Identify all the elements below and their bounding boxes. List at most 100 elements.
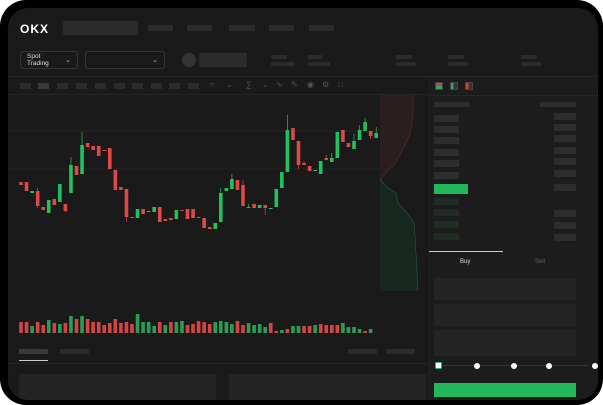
ask-price[interactable] bbox=[434, 115, 459, 122]
bid-price[interactable] bbox=[434, 221, 459, 228]
book-bids-icon[interactable] bbox=[450, 82, 458, 90]
ask-price[interactable] bbox=[434, 137, 459, 144]
nav-item[interactable] bbox=[269, 25, 294, 31]
ask-amount bbox=[554, 124, 576, 131]
nav-item[interactable] bbox=[309, 25, 334, 31]
bid-price[interactable] bbox=[434, 198, 459, 205]
interval-button[interactable] bbox=[57, 83, 68, 89]
candle-body bbox=[324, 158, 329, 160]
bid-amount bbox=[554, 210, 576, 217]
assets-panel bbox=[229, 374, 426, 400]
candle-body bbox=[102, 150, 107, 151]
candle-body bbox=[41, 207, 45, 210]
ask-price[interactable] bbox=[434, 149, 459, 156]
interval-button[interactable] bbox=[114, 83, 125, 89]
candle-body bbox=[213, 223, 218, 229]
ask-price[interactable] bbox=[434, 160, 459, 167]
book-asks-icon[interactable] bbox=[465, 82, 473, 90]
slider-handle[interactable] bbox=[435, 362, 442, 369]
nav-item[interactable] bbox=[187, 25, 212, 31]
slider-stop-50[interactable] bbox=[511, 363, 517, 369]
volume-bar bbox=[52, 323, 57, 333]
volume-bar bbox=[307, 326, 312, 333]
orders-tab[interactable] bbox=[19, 349, 48, 354]
candle-body bbox=[96, 146, 101, 156]
ask-amount bbox=[554, 135, 576, 142]
amount-input[interactable] bbox=[434, 304, 576, 326]
candle-body bbox=[252, 204, 256, 208]
volume-bar bbox=[302, 326, 306, 333]
nav-item[interactable] bbox=[148, 25, 173, 31]
trend-icon[interactable]: ∿ bbox=[276, 80, 283, 89]
ask-amount bbox=[554, 170, 576, 177]
buy-tab[interactable]: Buy bbox=[460, 259, 471, 265]
interval-button[interactable] bbox=[95, 83, 106, 89]
book-both-icon[interactable] bbox=[435, 82, 443, 90]
tab-underline bbox=[19, 360, 48, 361]
candle-body bbox=[74, 166, 79, 175]
volume-bar bbox=[124, 322, 129, 333]
interval-button[interactable] bbox=[20, 83, 31, 89]
volume-bar bbox=[207, 324, 212, 333]
volume-bar bbox=[318, 324, 323, 333]
bid-amount bbox=[554, 222, 576, 229]
search-bar[interactable] bbox=[63, 21, 138, 35]
draw-icon[interactable]: ✎ bbox=[291, 80, 298, 89]
volume-bar bbox=[35, 322, 40, 333]
spot-trading-dropdown[interactable]: Spot Trading ⌄ bbox=[20, 51, 78, 69]
volume-bar bbox=[130, 324, 134, 333]
settings-icon[interactable]: ⚙ bbox=[322, 80, 330, 89]
interval-button[interactable] bbox=[188, 83, 199, 89]
ask-price[interactable] bbox=[434, 126, 459, 133]
volume-bar bbox=[46, 320, 51, 333]
interval-button[interactable] bbox=[76, 83, 87, 89]
ask-price[interactable] bbox=[434, 172, 459, 179]
candle-body bbox=[180, 210, 184, 211]
chevron-down-icon[interactable]: ⌄ bbox=[226, 80, 233, 89]
stat-value bbox=[308, 62, 330, 66]
pair-dropdown[interactable]: ⌄ bbox=[85, 51, 165, 69]
interval-button-active[interactable] bbox=[38, 83, 49, 89]
interval-button[interactable] bbox=[132, 83, 143, 89]
indicator-icon[interactable]: ∑ bbox=[246, 80, 252, 89]
price-header bbox=[434, 102, 469, 107]
interval-button[interactable] bbox=[169, 83, 180, 89]
buy-submit-button[interactable] bbox=[434, 383, 576, 397]
candle-body bbox=[274, 189, 279, 207]
price-input[interactable] bbox=[434, 278, 576, 300]
more-button[interactable] bbox=[386, 349, 415, 354]
slider-stop-25[interactable] bbox=[474, 363, 480, 369]
candlestick-chart[interactable] bbox=[8, 95, 380, 340]
stat-value bbox=[396, 62, 416, 66]
candle-body bbox=[285, 130, 290, 172]
slider-stop-100[interactable] bbox=[592, 363, 598, 369]
candle-body bbox=[207, 227, 212, 229]
candle-body bbox=[58, 184, 62, 202]
chevron-down-icon[interactable]: ⌄ bbox=[262, 80, 269, 89]
candle-body bbox=[152, 207, 156, 212]
candle-body bbox=[224, 188, 229, 191]
fullscreen-icon[interactable]: □ bbox=[338, 80, 343, 89]
volume-bar bbox=[191, 324, 195, 333]
candle-type-icon[interactable]: ≈ bbox=[210, 80, 215, 89]
interval-button[interactable] bbox=[151, 83, 162, 89]
volume-bar bbox=[63, 323, 68, 333]
nav-item[interactable] bbox=[229, 25, 255, 31]
candle-body bbox=[368, 131, 373, 136]
candle-body bbox=[85, 143, 90, 147]
volume-bar bbox=[30, 326, 34, 333]
candle-body bbox=[24, 182, 29, 191]
filter-button[interactable] bbox=[348, 349, 377, 354]
history-tab[interactable] bbox=[60, 349, 89, 354]
bid-price[interactable] bbox=[434, 209, 459, 216]
volume-bar bbox=[85, 319, 90, 333]
bid-price[interactable] bbox=[434, 233, 459, 240]
ask-amount bbox=[554, 113, 576, 120]
total-input[interactable] bbox=[434, 330, 576, 356]
camera-icon[interactable]: ◉ bbox=[307, 80, 314, 89]
sell-tab[interactable]: Sell bbox=[535, 259, 546, 265]
chevron-down-icon: ⌄ bbox=[152, 57, 158, 64]
candle-body bbox=[363, 122, 367, 131]
slider-stop-75[interactable] bbox=[546, 363, 552, 369]
